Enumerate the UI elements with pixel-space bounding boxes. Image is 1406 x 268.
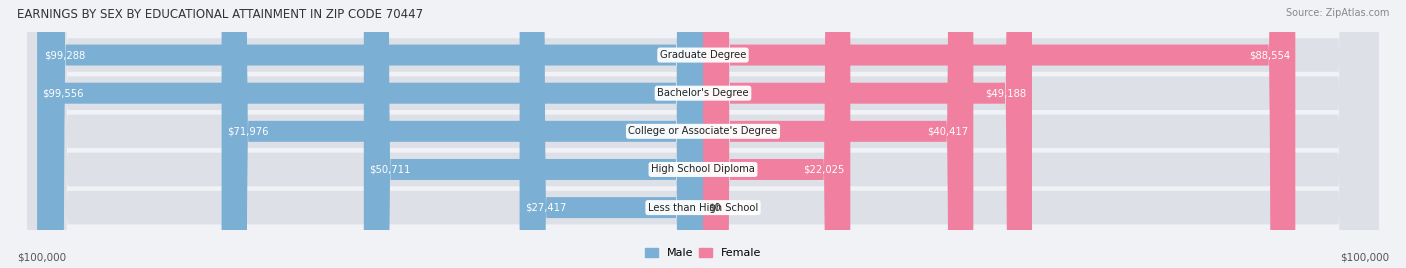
FancyBboxPatch shape xyxy=(28,0,1378,268)
Text: $0: $0 xyxy=(709,203,721,213)
FancyBboxPatch shape xyxy=(703,0,1032,268)
FancyBboxPatch shape xyxy=(28,0,1378,268)
FancyBboxPatch shape xyxy=(703,0,851,268)
Text: $49,188: $49,188 xyxy=(986,88,1026,98)
Text: Source: ZipAtlas.com: Source: ZipAtlas.com xyxy=(1285,8,1389,18)
Text: $100,000: $100,000 xyxy=(17,253,66,263)
FancyBboxPatch shape xyxy=(28,0,1378,268)
Text: $99,288: $99,288 xyxy=(44,50,86,60)
Text: $99,556: $99,556 xyxy=(42,88,84,98)
Text: $88,554: $88,554 xyxy=(1249,50,1289,60)
Text: Graduate Degree: Graduate Degree xyxy=(659,50,747,60)
Text: EARNINGS BY SEX BY EDUCATIONAL ATTAINMENT IN ZIP CODE 70447: EARNINGS BY SEX BY EDUCATIONAL ATTAINMEN… xyxy=(17,8,423,21)
FancyBboxPatch shape xyxy=(222,0,703,268)
FancyBboxPatch shape xyxy=(364,0,703,268)
FancyBboxPatch shape xyxy=(703,0,973,268)
Text: $100,000: $100,000 xyxy=(1340,253,1389,263)
FancyBboxPatch shape xyxy=(703,0,1295,268)
Text: College or Associate's Degree: College or Associate's Degree xyxy=(628,126,778,136)
FancyBboxPatch shape xyxy=(28,0,1378,268)
Text: $50,711: $50,711 xyxy=(370,165,411,174)
Text: Less than High School: Less than High School xyxy=(648,203,758,213)
FancyBboxPatch shape xyxy=(37,0,703,268)
Text: $22,025: $22,025 xyxy=(804,165,845,174)
Text: $27,417: $27,417 xyxy=(524,203,567,213)
Text: Bachelor's Degree: Bachelor's Degree xyxy=(657,88,749,98)
Text: $40,417: $40,417 xyxy=(927,126,967,136)
FancyBboxPatch shape xyxy=(28,0,1378,268)
Text: $71,976: $71,976 xyxy=(226,126,269,136)
FancyBboxPatch shape xyxy=(39,0,703,268)
Text: High School Diploma: High School Diploma xyxy=(651,165,755,174)
FancyBboxPatch shape xyxy=(520,0,703,268)
Legend: Male, Female: Male, Female xyxy=(640,243,766,262)
